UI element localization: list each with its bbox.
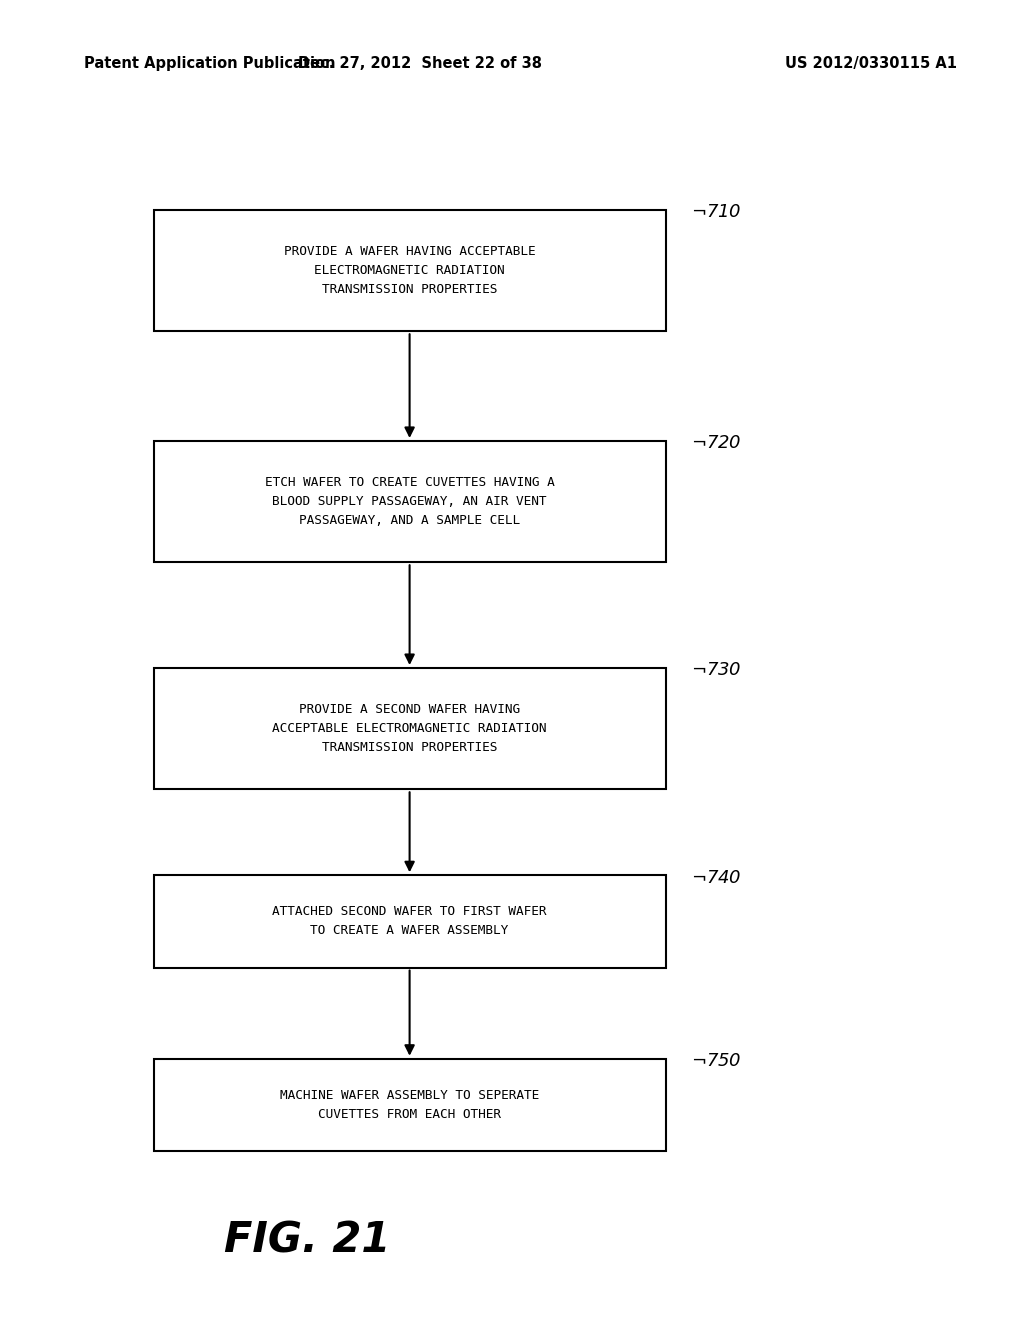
Text: MACHINE WAFER ASSEMBLY TO SEPERATE
CUVETTES FROM EACH OTHER: MACHINE WAFER ASSEMBLY TO SEPERATE CUVET… (280, 1089, 540, 1121)
Text: Patent Application Publication: Patent Application Publication (84, 55, 336, 71)
FancyBboxPatch shape (154, 441, 666, 562)
FancyBboxPatch shape (154, 1059, 666, 1151)
FancyBboxPatch shape (154, 668, 666, 789)
Text: $\neg$710: $\neg$710 (691, 203, 741, 222)
Text: $\neg$750: $\neg$750 (691, 1052, 741, 1071)
Text: $\neg$720: $\neg$720 (691, 434, 741, 453)
Text: $\neg$740: $\neg$740 (691, 869, 741, 887)
FancyBboxPatch shape (154, 875, 666, 968)
Text: PROVIDE A SECOND WAFER HAVING
ACCEPTABLE ELECTROMAGNETIC RADIATION
TRANSMISSION : PROVIDE A SECOND WAFER HAVING ACCEPTABLE… (272, 704, 547, 754)
Text: FIG. 21: FIG. 21 (224, 1220, 390, 1262)
Text: Dec. 27, 2012  Sheet 22 of 38: Dec. 27, 2012 Sheet 22 of 38 (298, 55, 542, 71)
FancyBboxPatch shape (154, 210, 666, 331)
Text: $\neg$730: $\neg$730 (691, 661, 741, 680)
Text: US 2012/0330115 A1: US 2012/0330115 A1 (785, 55, 957, 71)
Text: ATTACHED SECOND WAFER TO FIRST WAFER
TO CREATE A WAFER ASSEMBLY: ATTACHED SECOND WAFER TO FIRST WAFER TO … (272, 906, 547, 937)
Text: PROVIDE A WAFER HAVING ACCEPTABLE
ELECTROMAGNETIC RADIATION
TRANSMISSION PROPERT: PROVIDE A WAFER HAVING ACCEPTABLE ELECTR… (284, 246, 536, 296)
Text: ETCH WAFER TO CREATE CUVETTES HAVING A
BLOOD SUPPLY PASSAGEWAY, AN AIR VENT
PASS: ETCH WAFER TO CREATE CUVETTES HAVING A B… (265, 477, 554, 527)
